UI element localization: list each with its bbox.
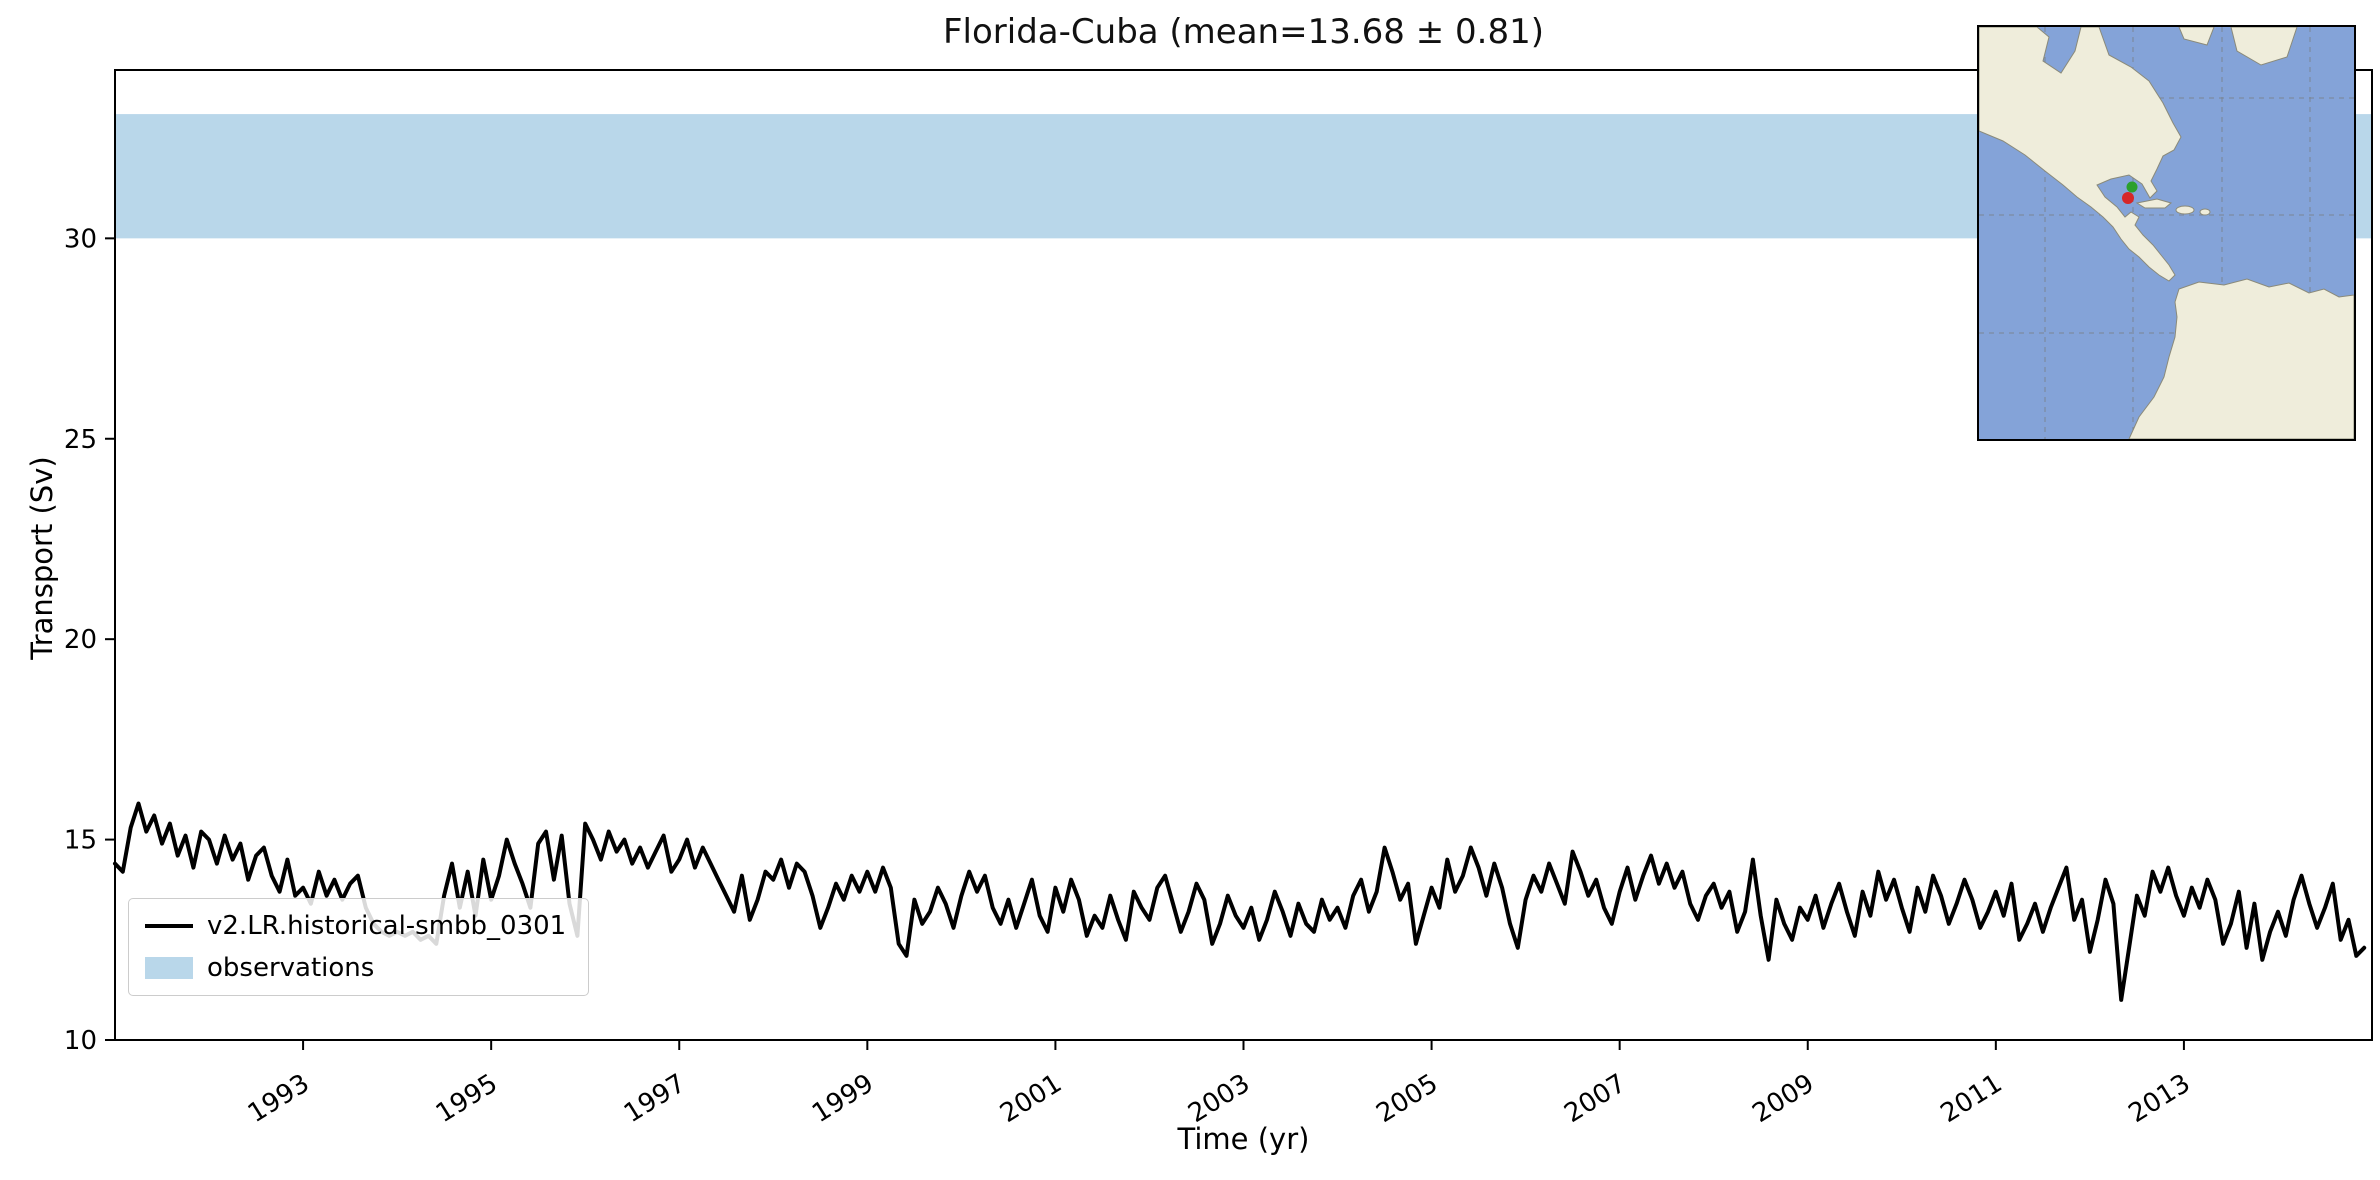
x-tick-label: 1997 (619, 1068, 691, 1129)
map-baffin (2178, 26, 2215, 46)
inset-map (1977, 25, 2356, 441)
map-greenland (2230, 26, 2298, 66)
x-tick-label: 1999 (807, 1068, 879, 1129)
x-tick-label: 2005 (1371, 1068, 1443, 1129)
y-tick-label: 30 (64, 224, 97, 254)
legend-item-series: v2.LR.historical-smbb_0301 (145, 911, 566, 941)
x-tick-label: 1993 (243, 1068, 315, 1129)
map-land (1978, 26, 2355, 440)
legend: v2.LR.historical-smbb_0301 observations (128, 898, 590, 996)
map-hispaniola (2175, 205, 2195, 215)
x-tick-label: 2007 (1559, 1068, 1631, 1129)
x-tick-label: 2003 (1183, 1068, 1255, 1129)
map-north-america (1978, 26, 2182, 282)
transport-line (113, 801, 2367, 1002)
legend-band-sample (145, 957, 193, 979)
x-tick-label: 2009 (1747, 1068, 1819, 1129)
x-axis-label: Time (yr) (1177, 1122, 1310, 1156)
x-tick-label: 2013 (2124, 1068, 2196, 1129)
legend-band-label: observations (207, 953, 375, 983)
x-tick-label: 2001 (995, 1068, 1067, 1129)
map-puerto-rico (2199, 208, 2211, 216)
legend-line-sample (145, 924, 193, 928)
map-cuba (2135, 198, 2173, 209)
y-tick-label: 25 (64, 425, 97, 455)
x-tick-label: 1995 (431, 1068, 503, 1129)
marker-red-dot (2122, 192, 2134, 204)
inset-map-svg (1978, 26, 2355, 440)
marker-green-dot (2126, 181, 2138, 193)
y-tick-label: 10 (64, 1026, 97, 1056)
legend-item-observations: observations (145, 953, 566, 983)
x-tick-label: 2011 (1936, 1068, 2008, 1129)
chart-title: Florida-Cuba (mean=13.68 ± 0.81) (942, 12, 1544, 52)
y-tick-label: 15 (64, 826, 97, 856)
y-tick-label: 20 (64, 625, 97, 655)
legend-series-label: v2.LR.historical-smbb_0301 (207, 911, 567, 941)
